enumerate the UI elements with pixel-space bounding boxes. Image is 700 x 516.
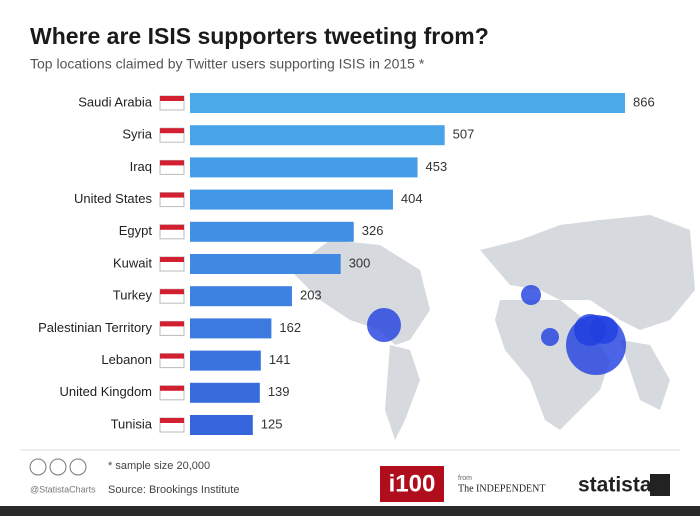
flag-band	[160, 321, 184, 327]
flag-band	[160, 224, 184, 230]
value-label: 326	[362, 223, 384, 238]
from-label: from	[458, 475, 472, 482]
value-label: 125	[261, 416, 283, 431]
category-label: Syria	[122, 127, 152, 142]
bottom-band	[0, 506, 700, 516]
map-bubbles	[367, 285, 626, 375]
value-label: 203	[300, 288, 322, 303]
bar	[190, 93, 625, 113]
bar	[190, 125, 445, 146]
category-label: Kuwait	[113, 255, 152, 270]
value-label: 141	[269, 352, 291, 367]
bar	[190, 254, 341, 274]
i100-logo: i100	[389, 470, 436, 497]
flag-band	[160, 128, 184, 134]
source: Source: Brookings Institute	[108, 484, 239, 496]
nd-icon	[69, 458, 87, 476]
bar	[190, 286, 292, 307]
bar	[190, 415, 253, 435]
value-label: 507	[453, 127, 475, 142]
world-map	[290, 215, 695, 440]
bar	[190, 318, 272, 339]
bar	[190, 221, 354, 242]
category-label: Iraq	[130, 159, 152, 174]
by-icon	[49, 458, 67, 476]
flag-band	[160, 289, 184, 295]
category-label: Egypt	[119, 223, 153, 238]
independent-logo: The INDEPENDENT	[458, 483, 545, 494]
handle: @StatistaCharts	[30, 484, 96, 494]
flag-band	[160, 160, 184, 166]
category-label: Lebanon	[101, 352, 152, 367]
category-label: Turkey	[113, 288, 153, 303]
value-label: 866	[633, 94, 655, 109]
bar	[190, 350, 261, 371]
value-label: 162	[279, 320, 301, 335]
category-label: Tunisia	[111, 416, 153, 431]
bar	[190, 189, 393, 210]
flag-band	[160, 96, 184, 101]
category-label: Saudi Arabia	[78, 94, 152, 109]
statista-logo: statista	[578, 474, 652, 497]
bar	[190, 382, 260, 403]
chart-subtitle: Top locations claimed by Twitter users s…	[30, 56, 425, 72]
value-label: 404	[401, 191, 423, 206]
category-label: Palestinian Territory	[38, 320, 152, 335]
category-label: United States	[74, 191, 153, 206]
flag-band	[160, 257, 184, 262]
flag-band	[160, 353, 184, 359]
statista-icon	[650, 474, 670, 496]
value-label: 300	[349, 255, 371, 270]
flag-band	[160, 418, 184, 423]
footnote: * sample size 20,000	[108, 460, 210, 472]
value-label: 139	[268, 384, 290, 399]
flag-band	[160, 385, 184, 391]
chart-title: Where are ISIS supporters tweeting from?	[30, 23, 489, 49]
value-label: 453	[426, 159, 448, 174]
category-label: United Kingdom	[60, 384, 153, 399]
cc-icon	[29, 458, 47, 476]
bar	[190, 157, 418, 178]
flag-band	[160, 192, 184, 198]
i100-logo-bg	[380, 466, 444, 502]
